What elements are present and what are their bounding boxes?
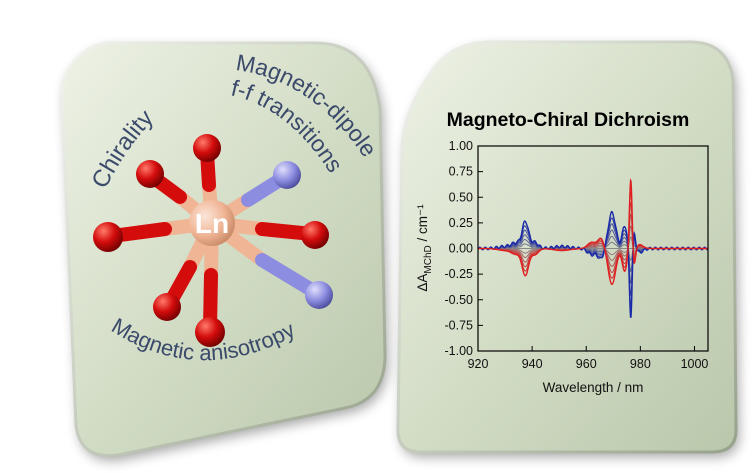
- chart-title: Magneto-Chiral Dichroism: [447, 109, 690, 131]
- nitrogen-atom: [305, 281, 333, 309]
- x-tick-label: 980: [630, 357, 651, 371]
- mchd-trace: [478, 177, 708, 286]
- ln-symbol: Ln: [195, 208, 229, 239]
- ln-complex-molecule: Ln: [93, 134, 333, 347]
- x-tick-label: 960: [576, 357, 597, 371]
- oxygen-atom: [93, 222, 123, 252]
- y-tick-label: -0.25: [445, 267, 474, 281]
- oxygen-atom: [153, 293, 181, 321]
- oxygen-atom: [136, 160, 164, 188]
- x-tick-label: 940: [522, 357, 543, 371]
- y-axis-label: ΔAMChD / cm⁻¹: [415, 204, 434, 292]
- y-tick-label: 0.50: [449, 190, 473, 204]
- bond-n-half: [255, 253, 322, 299]
- traces-layer: [477, 177, 708, 319]
- left-panel: [60, 41, 388, 461]
- mchd-trace: [477, 210, 708, 319]
- tick-layer: 1.00 0.75 0.50 0.25 0.00 -0.25 -0.50 -0.75 -1.00…: [445, 139, 709, 371]
- y-tick-label: 0.25: [449, 216, 473, 230]
- oxygen-atom: [193, 134, 221, 162]
- y-tick-label: 0.75: [449, 165, 473, 179]
- oxygen-atom: [195, 317, 225, 347]
- x-tick-label: 920: [468, 357, 489, 371]
- lanthanide-atom: [189, 200, 235, 246]
- nitrogen-atom: [273, 161, 301, 189]
- y-tick-label: -1.00: [445, 344, 474, 358]
- y-tick-label: -0.50: [445, 293, 474, 307]
- oxygen-atom: [301, 221, 329, 249]
- plot-frame: [477, 145, 709, 352]
- y-tick-label: 1.00: [449, 139, 473, 153]
- y-tick-label: -0.75: [445, 318, 474, 332]
- mchd-chart: 1.00 0.75 0.50 0.25 0.00 -0.25 -0.50 -0.75 -1.00…: [415, 139, 709, 395]
- x-axis-label: Wavelength / nm: [543, 380, 644, 395]
- y-tick-label: 0.00: [449, 242, 473, 256]
- x-tick-label: 1000: [681, 357, 709, 371]
